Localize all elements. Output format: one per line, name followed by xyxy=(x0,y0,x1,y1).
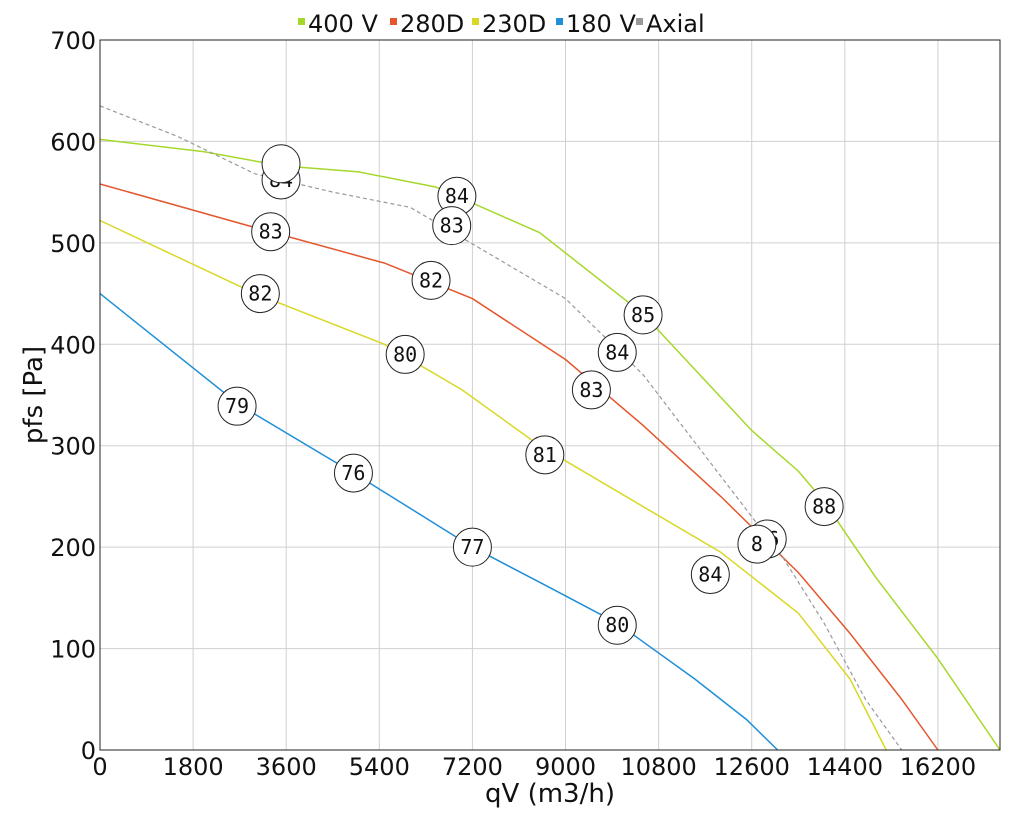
legend-label: 230D xyxy=(482,10,546,38)
efficiency-label: 82 xyxy=(419,268,443,292)
plot-frame xyxy=(99,39,1001,751)
series-line-2 xyxy=(99,183,939,751)
efficiency-label: 83 xyxy=(259,220,283,244)
efficiency-label: 83 xyxy=(579,378,603,402)
y-tick-label: 600 xyxy=(50,128,96,156)
efficiency-bubble xyxy=(571,370,611,410)
efficiency-bubble xyxy=(690,555,730,595)
efficiency-label: 84 xyxy=(445,184,469,208)
x-tick-label: 1800 xyxy=(163,753,224,781)
legend-label: Axial xyxy=(646,10,705,38)
x-tick-label: 3600 xyxy=(256,753,317,781)
y-tick-label: 700 xyxy=(50,27,96,55)
series-line-5 xyxy=(99,105,903,751)
y-tick-label: 500 xyxy=(50,230,96,258)
x-tick-label: 14400 xyxy=(807,753,883,781)
legend-label: 280D xyxy=(400,10,464,38)
x-tick-label: 0 xyxy=(92,753,107,781)
efficiency-label: 8 xyxy=(751,532,763,556)
efficiency-bubble xyxy=(737,524,777,564)
efficiency-label: 79 xyxy=(225,394,249,418)
x-tick-label: 16200 xyxy=(900,753,976,781)
efficiency-bubble xyxy=(597,605,637,645)
y-tick-label: 400 xyxy=(50,331,96,359)
efficiency-label: 84 xyxy=(605,340,629,364)
legend-label: 400 V xyxy=(308,10,378,38)
efficiency-bubble xyxy=(385,334,425,374)
efficiency-bubble xyxy=(411,260,451,300)
x-tick-label: 7200 xyxy=(442,753,503,781)
series-line-4 xyxy=(99,293,779,751)
efficiency-label: 83 xyxy=(440,214,464,238)
efficiency-label: 80 xyxy=(605,613,629,637)
efficiency-label: 85 xyxy=(631,303,655,327)
legend-swatch xyxy=(298,18,305,25)
x-tick-label: 12600 xyxy=(714,753,790,781)
x-axis-title: qV (m3/h) xyxy=(485,779,615,809)
y-tick-label: 200 xyxy=(50,534,96,562)
legend: 400 V 280D 230D 180 V Axial xyxy=(298,10,705,38)
y-tick-label: 0 xyxy=(81,737,96,765)
efficiency-label: 84 xyxy=(698,563,722,587)
y-tick-label: 100 xyxy=(50,636,96,664)
axes: 0 1800 3600 5400 7200 9000 10800 12600 14400 1620… xyxy=(50,27,976,781)
efficiency-bubble xyxy=(261,144,301,184)
legend-swatch xyxy=(472,18,479,25)
efficiency-label: 76 xyxy=(341,461,365,485)
y-axis-title: pfs [Pa] xyxy=(19,346,49,444)
y-tick-label: 300 xyxy=(50,433,96,461)
x-tick-label: 9000 xyxy=(535,753,596,781)
efficiency-label: 77 xyxy=(460,535,484,559)
efficiency-bubble xyxy=(217,386,257,426)
efficiency-label: 81 xyxy=(533,443,557,467)
legend-swatch xyxy=(390,18,397,25)
efficiency-label: 80 xyxy=(393,342,417,366)
legend-label: 180 V xyxy=(566,10,636,38)
efficiency-label: 88 xyxy=(812,495,836,519)
efficiency-bubble xyxy=(432,206,472,246)
efficiency-bubble xyxy=(333,453,373,493)
efficiency-bubble xyxy=(240,274,280,314)
efficiency-labels: 8484858883828386828081847976778083848 xyxy=(217,144,844,645)
legend-swatch xyxy=(636,18,643,25)
efficiency-bubble xyxy=(452,527,492,567)
efficiency-bubble xyxy=(623,295,663,335)
efficiency-bubble xyxy=(251,212,291,252)
x-tick-label: 5400 xyxy=(349,753,410,781)
efficiency-bubble xyxy=(597,332,637,372)
efficiency-bubble xyxy=(804,487,844,527)
efficiency-label: 82 xyxy=(248,282,272,306)
efficiency-bubble xyxy=(525,435,565,475)
x-tick-label: 10800 xyxy=(620,753,696,781)
legend-swatch xyxy=(556,18,563,25)
series-line-3 xyxy=(99,219,887,751)
